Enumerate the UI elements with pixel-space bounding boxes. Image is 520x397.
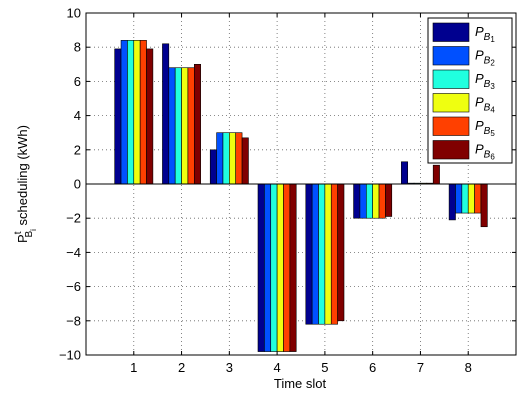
y-axis-label: PtBi scheduling (kWh)	[13, 125, 38, 243]
legend-entry-label: PB3	[475, 71, 495, 91]
bar-series-4-slot-8	[467, 183, 475, 214]
y-tick-label: −6	[66, 279, 81, 294]
y-tick-label: 6	[74, 74, 81, 89]
legend-swatch	[432, 140, 470, 160]
bar-series-5-slot-6	[378, 183, 386, 219]
y-axis-label-rest: scheduling (kWh)	[15, 125, 30, 229]
bar-series-4-slot-5	[324, 183, 332, 325]
bar-series-3-slot-5	[318, 183, 326, 325]
x-axis-label: Time slot	[274, 376, 327, 391]
y-axis-label-subsub: i	[29, 229, 38, 231]
x-tick-labels: 1 2 3 4 5 6 7 8	[130, 360, 472, 375]
legend-box	[427, 17, 513, 164]
bar-series-3-slot-8	[461, 183, 469, 214]
bar-series-1-slot-4	[257, 183, 265, 352]
x-tick-label: 1	[130, 360, 137, 375]
y-tick-labels: −10 −8 −6 −4 −2 0 2 4 6 8 10	[59, 6, 81, 363]
bar-series-5-slot-2	[187, 67, 195, 185]
legend-entry-label: PB2	[475, 48, 495, 68]
legend-swatch	[432, 22, 470, 42]
bar-series-5-slot-4	[283, 183, 291, 352]
bar-series-1-slot-1	[114, 48, 122, 185]
x-tick-label: 5	[321, 360, 328, 375]
legend-swatch	[432, 116, 470, 136]
bar-series-6-slot-7	[432, 164, 440, 185]
bar-series-1-slot-2	[162, 43, 170, 185]
legend-swatch	[432, 46, 470, 66]
bar-series-5-slot-5	[330, 183, 338, 325]
bar-series-4-slot-3	[229, 132, 237, 185]
bar-series-2-slot-6	[359, 183, 367, 219]
bar-series-2-slot-5	[311, 183, 319, 325]
bar-series-3-slot-6	[365, 183, 373, 219]
bar-series-3-slot-1	[127, 40, 135, 185]
y-tick-label: 8	[74, 40, 81, 55]
bar-series-5-slot-3	[235, 132, 243, 185]
bar-series-2-slot-2	[168, 67, 176, 185]
bar-series-2-slot-1	[120, 40, 128, 185]
bar-series-6-slot-1	[146, 48, 154, 185]
bar-series-3-slot-3	[222, 132, 230, 185]
bar-series-6-slot-2	[193, 64, 201, 185]
x-tick-label: 2	[178, 360, 185, 375]
y-tick-label: −10	[59, 348, 81, 363]
bar-series-1-slot-7	[401, 161, 409, 185]
bar-series-4-slot-6	[372, 183, 380, 219]
bar-series-6-slot-5	[337, 183, 345, 322]
legend: PB1 PB2 PB3 PB4 PB5 PB6	[427, 17, 513, 164]
bar-series-6-slot-3	[241, 137, 249, 185]
y-axis-label-main: P	[15, 234, 30, 243]
y-axis-label-sup: t	[13, 231, 24, 234]
bar-series-6-slot-6	[385, 183, 393, 217]
bar-series-3-slot-2	[174, 67, 182, 185]
bar-series-5-slot-1	[139, 40, 147, 185]
legend-entry-label: PB4	[475, 95, 495, 115]
bar-series-1-slot-5	[305, 183, 313, 325]
bar-series-3-slot-4	[270, 183, 278, 352]
y-tick-label: −8	[66, 313, 81, 328]
legend-entry-label: PB1	[475, 24, 495, 44]
y-tick-label: 4	[74, 108, 81, 123]
bar-series-2-slot-4	[264, 183, 272, 352]
bar-series-1-slot-6	[353, 183, 361, 219]
axis-ticks	[86, 12, 516, 356]
legend-entry-label: PB5	[475, 118, 495, 138]
x-tick-label: 3	[226, 360, 233, 375]
legend-swatch	[432, 93, 470, 113]
x-tick-label: 4	[273, 360, 280, 375]
legend-swatch	[432, 69, 470, 89]
y-tick-label: −2	[66, 211, 81, 226]
x-tick-label: 8	[465, 360, 472, 375]
bar-series-4-slot-2	[181, 67, 189, 185]
y-axis-label-sub: B	[24, 231, 35, 238]
bar-series-1-slot-3	[209, 149, 217, 185]
y-tick-label: 0	[74, 177, 81, 192]
bar-series-5-slot-8	[474, 183, 482, 214]
x-tick-label: 7	[417, 360, 424, 375]
bars	[114, 40, 488, 352]
bar-series-2-slot-8	[455, 183, 463, 214]
bar-series-6-slot-8	[480, 183, 488, 228]
y-tick-label: 10	[67, 6, 81, 21]
bar-series-6-slot-4	[289, 183, 297, 352]
bar-series-4-slot-1	[133, 40, 141, 185]
bar-series-4-slot-4	[276, 183, 284, 352]
bar-series-2-slot-3	[216, 132, 224, 185]
x-tick-label: 6	[369, 360, 376, 375]
legend-entry-label: PB6	[475, 142, 495, 162]
y-tick-label: 2	[74, 142, 81, 157]
y-tick-label: −4	[66, 245, 81, 260]
bar-series-1-slot-8	[448, 183, 456, 221]
